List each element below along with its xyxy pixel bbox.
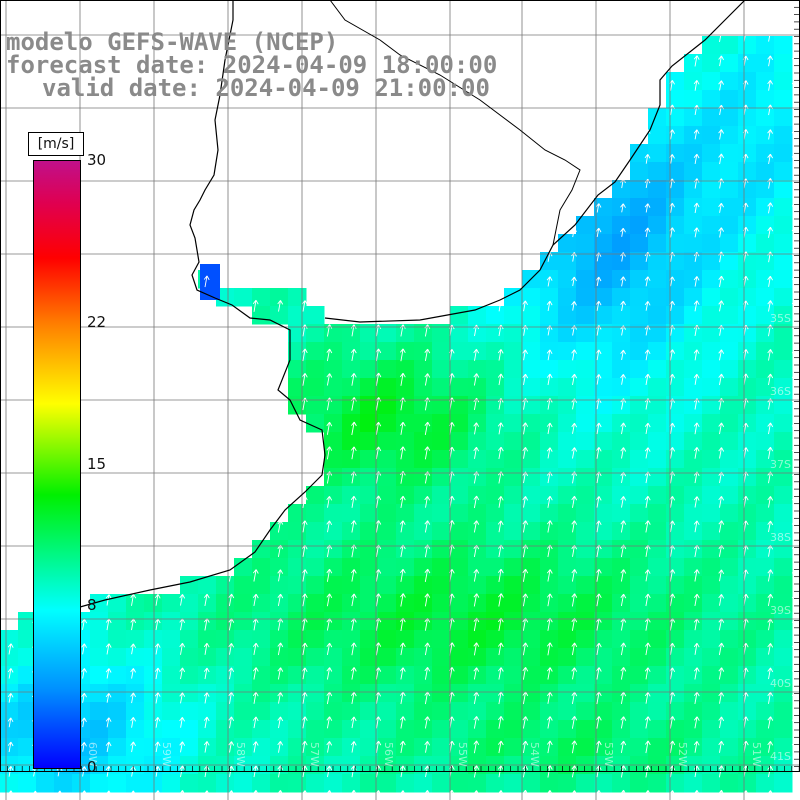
longitude-label: 55W [456,742,469,767]
colorbar-tick: 8 [87,596,97,615]
latitude-labels: 35S 36S 37S 38S 39S 40S 41S [770,312,791,763]
colorbar-unit: [m/s] [28,132,84,156]
longitude-label: 59W [160,742,173,767]
longitude-label: 54W [528,742,541,767]
latitude-label: 41S [770,750,791,763]
latitude-label: 38S [770,531,791,544]
longitude-label: 58W [234,742,247,767]
latitude-label: 36S [770,385,791,398]
longitude-label: 60W [86,742,99,767]
coastline [79,0,746,608]
colorbar-tick: 30 [87,151,107,169]
longitude-label: 57W [308,742,321,767]
longitude-label: 52W [676,742,689,767]
longitude-label: 51W [750,742,763,767]
colorbar-tick: 0 [87,758,97,776]
longitude-label: 53W [602,742,615,767]
river-border [329,0,581,246]
valid-date: valid date: 2024-04-09 21:00:00 [42,74,490,102]
latitude-label: 40S [770,677,791,690]
wave-field [0,36,793,793]
model-title: modelo GEFS-WAVE (NCEP) [6,28,339,56]
longitude-labels: 60W 59W 58W 57W 56W 55W 54W 53W 52W 51W [86,742,763,767]
longitude-label: 56W [382,742,395,767]
colorbar-tick: 15 [87,454,107,473]
colorbar [33,160,81,769]
latitude-label: 37S [770,458,791,471]
latitude-label: 39S [770,604,791,617]
forecast-date: forecast date: 2024-04-09 18:00:00 [6,51,498,79]
colorbar-tick: 22 [87,312,107,331]
latitude-label: 35S [770,312,791,325]
